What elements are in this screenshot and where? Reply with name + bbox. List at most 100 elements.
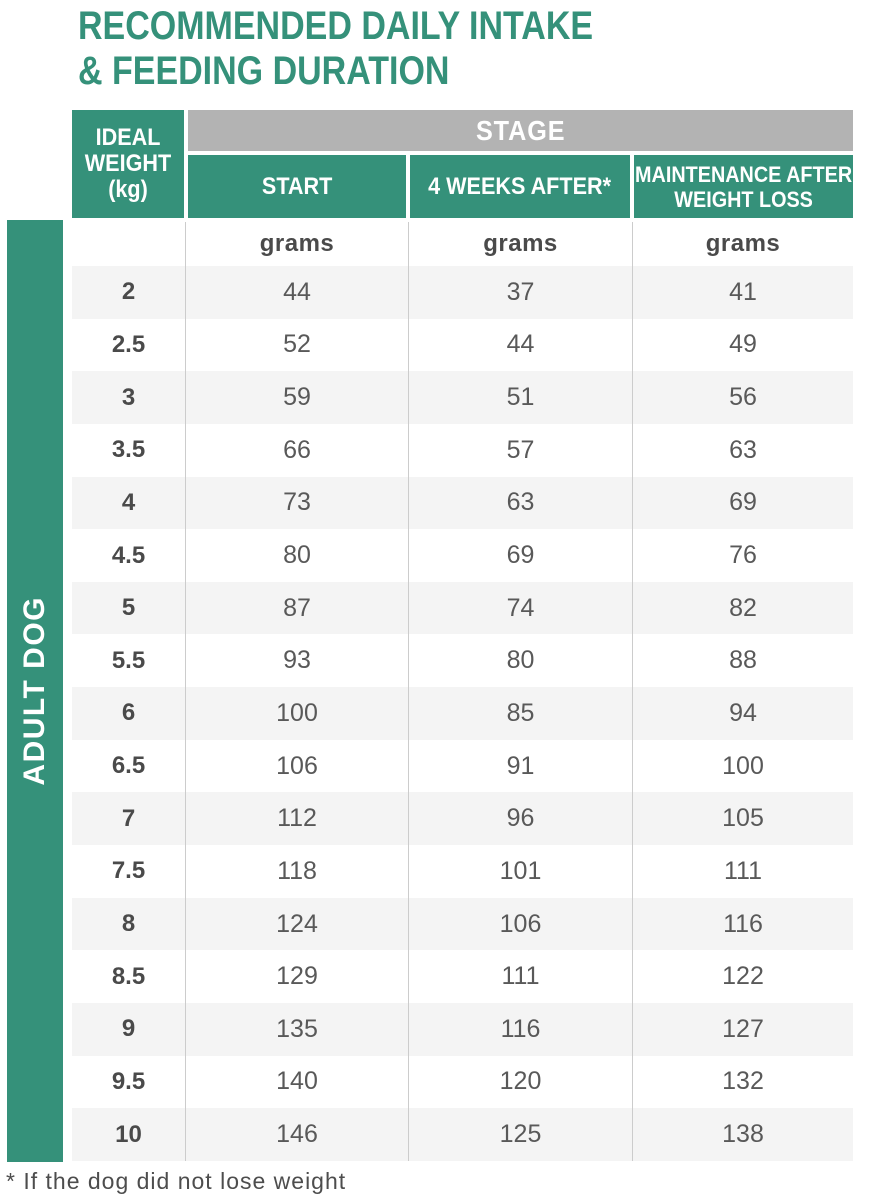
table-row: 9.5 140 120 132 (72, 1055, 853, 1109)
table-row: 3 59 51 56 (72, 371, 853, 424)
4-weeks-grams-cell: 96 (408, 792, 632, 846)
maintenance-grams-cell: 88 (632, 634, 853, 688)
table-row: 4 73 63 69 (72, 476, 853, 530)
maintenance-grams-cell: 76 (632, 529, 853, 582)
4-weeks-grams-cell: 125 (408, 1108, 632, 1161)
maintenance-grams-cell: 49 (632, 318, 853, 372)
table-header: IDEAL WEIGHT (kg) STAGE START 4 WEEKS AF… (72, 110, 853, 218)
weight-cell: 8 (121, 910, 136, 937)
start-grams-cell: 87 (185, 581, 408, 635)
start-grams-cell: 73 (185, 476, 408, 530)
table-row: 5.5 93 80 88 (72, 634, 853, 688)
4-weeks-grams-cell: 57 (408, 423, 632, 477)
table-row: 7 112 96 105 (72, 792, 853, 846)
table-row: 5 87 74 82 (72, 581, 853, 635)
adult-dog-sidebar: ADULT DOG (7, 220, 63, 1162)
maintenance-grams-cell: 100 (632, 739, 853, 793)
maintenance-grams-cell: 122 (632, 950, 853, 1003)
data-rows: 2 44 37 41 2.5 52 44 49 3 59 51 56 3.5 6… (72, 266, 853, 1161)
maintenance-grams-cell: 56 (632, 371, 853, 424)
4-weeks-grams-cell: 44 (408, 318, 632, 372)
ideal-weight-line-1: IDEAL (95, 124, 161, 151)
table-row: 3.5 66 57 63 (72, 423, 853, 477)
maintenance-grams-cell: 41 (632, 266, 853, 319)
column-header-start: START (188, 155, 406, 218)
4-weeks-grams-cell: 74 (408, 581, 632, 635)
maintenance-grams-cell: 82 (632, 581, 853, 635)
table-row: 8 124 106 116 (72, 897, 853, 951)
ideal-weight-line-2: WEIGHT (84, 150, 172, 177)
unit-row-spacer (72, 222, 185, 266)
table-row: 7.5 118 101 111 (72, 845, 853, 898)
stage-header-label: STAGE (475, 114, 566, 146)
maintenance-grams-cell: 94 (632, 687, 853, 740)
start-grams-cell: 100 (185, 687, 408, 740)
start-grams-cell: 146 (185, 1108, 408, 1161)
weight-cell: 5 (121, 594, 136, 622)
table-row: 6 100 85 94 (72, 687, 853, 740)
footnote: * If the dog did not lose weight (6, 1168, 347, 1194)
weight-cell: 3 (121, 383, 136, 411)
4-weeks-grams-cell: 116 (408, 1002, 632, 1056)
maintenance-grams-cell: 138 (632, 1108, 853, 1161)
unit-grams-maintenance: grams (632, 222, 853, 266)
4-weeks-grams-cell: 51 (408, 371, 632, 424)
start-grams-cell: 44 (185, 266, 408, 319)
maintenance-grams-cell: 132 (632, 1055, 853, 1109)
weight-cell: 9.5 (111, 1067, 146, 1095)
maintenance-grams-cell: 111 (632, 845, 853, 898)
start-grams-cell: 124 (185, 897, 408, 951)
4-weeks-grams-cell: 91 (408, 739, 632, 793)
weight-cell: 6.5 (111, 752, 146, 780)
4-weeks-grams-cell: 80 (408, 634, 632, 688)
unit-grams-start: grams (185, 222, 408, 266)
weight-cell: 8.5 (111, 962, 146, 990)
ideal-weight-line-3: (kg) (108, 176, 148, 203)
weight-cell: 10 (115, 1120, 142, 1148)
weight-cell: 7.5 (111, 857, 146, 885)
ideal-weight-header: IDEAL WEIGHT (kg) (72, 110, 184, 218)
weight-cell: 3.5 (111, 436, 146, 464)
weight-cell: 7 (121, 804, 136, 832)
unit-grams-4-weeks: grams (408, 222, 632, 266)
4-weeks-grams-cell: 69 (408, 529, 632, 582)
table-row: 2.5 52 44 49 (72, 318, 853, 372)
table-row: 4.5 80 69 76 (72, 529, 853, 582)
start-grams-cell: 66 (185, 423, 408, 477)
column-header-start-label: START (261, 172, 333, 200)
maintenance-grams-cell: 127 (632, 1002, 853, 1056)
table-row: 9 135 116 127 (72, 1002, 853, 1056)
ideal-weight-header-text: IDEAL WEIGHT (kg) (85, 125, 171, 203)
column-header-maintenance: MAINTENANCE AFTER WEIGHT LOSS (634, 155, 853, 218)
start-grams-cell: 59 (185, 371, 408, 424)
start-grams-cell: 93 (185, 634, 408, 688)
start-grams-cell: 129 (185, 950, 408, 1003)
weight-cell: 6 (121, 699, 136, 727)
page-title: RECOMMENDED DAILY INTAKE & FEEDING DURAT… (78, 4, 593, 94)
stage-header: STAGE (188, 110, 853, 151)
weight-cell: 2.5 (111, 330, 146, 358)
4-weeks-grams-cell: 37 (408, 266, 632, 319)
weight-cell: 2 (121, 278, 136, 306)
table-row: 10 146 125 138 (72, 1108, 853, 1161)
unit-row: grams grams grams (72, 222, 853, 266)
maintenance-grams-cell: 105 (632, 792, 853, 846)
4-weeks-grams-cell: 120 (408, 1055, 632, 1109)
table-row: 6.5 106 91 100 (72, 739, 853, 793)
column-header-4-weeks-after-label: 4 WEEKS AFTER* (428, 172, 612, 200)
start-grams-cell: 135 (185, 1002, 408, 1056)
weight-cell: 4.5 (111, 541, 146, 569)
4-weeks-grams-cell: 101 (408, 845, 632, 898)
weight-cell: 9 (121, 1015, 136, 1043)
4-weeks-grams-cell: 111 (408, 950, 632, 1003)
column-header-maintenance-text: MAINTENANCE AFTER WEIGHT LOSS (635, 162, 852, 212)
start-grams-cell: 106 (185, 739, 408, 793)
maintenance-line-2: WEIGHT LOSS (674, 186, 813, 212)
table-row: 8.5 129 111 122 (72, 950, 853, 1003)
side-label: ADULT DOG (18, 596, 51, 786)
maintenance-grams-cell: 69 (632, 476, 853, 530)
feeding-table: IDEAL WEIGHT (kg) STAGE START 4 WEEKS AF… (72, 110, 853, 1161)
4-weeks-grams-cell: 106 (408, 897, 632, 951)
4-weeks-grams-cell: 63 (408, 476, 632, 530)
table-row: 2 44 37 41 (72, 266, 853, 319)
